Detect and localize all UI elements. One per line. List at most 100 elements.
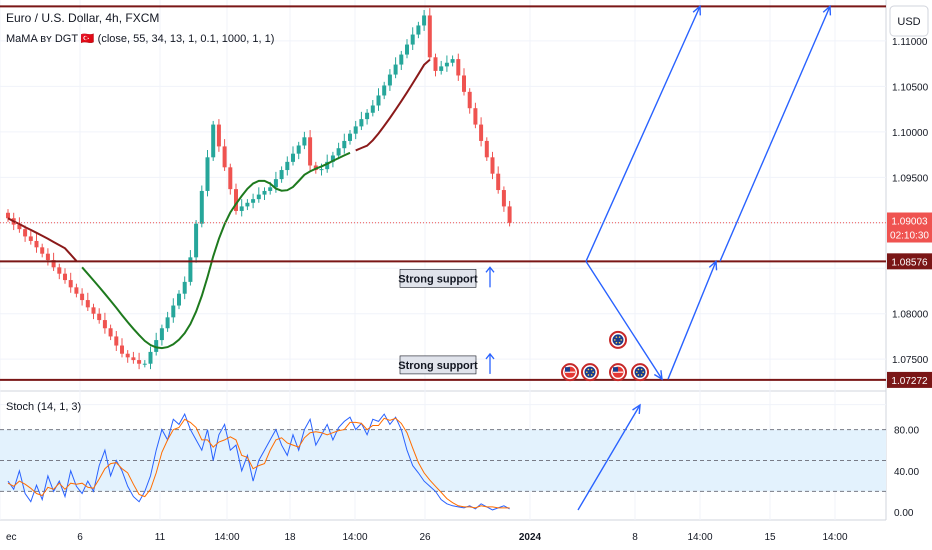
eu-flag-fill [634, 366, 646, 378]
candle-body [462, 75, 466, 92]
ma-line-green [81, 151, 351, 350]
time-tick-label: 14:00 [687, 532, 712, 543]
candle-body [365, 112, 370, 120]
candle-body [382, 85, 387, 96]
price-axis-ticks: 1.11000 1.10500 1.10000 1.09500 1.08000 1.075… [892, 37, 929, 366]
candle-body [74, 287, 79, 294]
forecast-arrow-down-head [653, 370, 663, 381]
candle-body [182, 281, 187, 294]
candle-body [108, 328, 113, 337]
level-label-box [399, 355, 477, 375]
candle-body [216, 124, 221, 147]
stoch-tick-label: 0.00 [894, 508, 914, 519]
candle-body [473, 108, 478, 125]
eu-flag-star [636, 371, 638, 373]
time-tick-label: 6 [77, 532, 83, 543]
candle-body [342, 140, 347, 149]
candle-body [359, 119, 364, 127]
ma-line-red [7, 217, 78, 262]
candle-body [251, 199, 256, 203]
candle-body [353, 126, 358, 134]
candle-body [370, 105, 375, 113]
candle-body [222, 146, 227, 168]
candle-body [490, 157, 495, 174]
price-tick-label: 1.10000 [892, 128, 929, 139]
candle-body [422, 15, 427, 26]
eu-flag-star [590, 368, 593, 371]
candle-body [120, 345, 124, 354]
candle-body [291, 153, 295, 162]
candle-body [279, 170, 284, 180]
candle-body [63, 273, 67, 281]
candle-body [296, 145, 301, 154]
candle-body [479, 124, 484, 141]
candle-body [273, 179, 278, 188]
economic-events [561, 330, 649, 382]
forecast-arrow-up-3 [719, 6, 831, 262]
forecast-arrow-down [585, 260, 663, 380]
candle-body [148, 351, 153, 364]
stoch-tick-label: 80.00 [894, 426, 919, 437]
eu-flag-star [614, 339, 616, 341]
eu-flag-star [587, 374, 590, 376]
candle-body [427, 15, 432, 58]
candle-body [80, 293, 85, 301]
ma-line-red [355, 59, 431, 152]
eu-flag-star [640, 368, 643, 371]
price-tag-label: 1.09003 [891, 217, 928, 228]
candle-body [159, 328, 164, 341]
eu-flag-icon [631, 363, 649, 382]
candle-body [97, 313, 102, 321]
level-arrow-head [485, 352, 495, 360]
candle-body [268, 187, 273, 191]
candle-body [245, 202, 250, 207]
candle-body [433, 57, 438, 71]
price-tag-label: 02:10:30 [890, 231, 929, 242]
eu-flag-star [615, 341, 618, 344]
stoch-axis-ticks: 0.00 40.00 80.00 [894, 426, 919, 519]
time-tick-label: 15 [764, 532, 776, 543]
price-tag-box [887, 371, 932, 388]
time-tick-label: 18 [284, 532, 296, 543]
price-tags: 1.09003 02:10:30 1.08576 1.07272 [887, 212, 932, 388]
currency-button[interactable] [889, 5, 929, 37]
price-tag-box [887, 212, 932, 229]
candle-body [256, 194, 261, 200]
moving-average [0, 59, 886, 350]
candle-body [507, 206, 512, 223]
candle-body [211, 124, 216, 158]
candle-body [171, 305, 176, 318]
eu-flag-star [620, 339, 622, 341]
us-flag-canton [565, 367, 570, 372]
candle-body [34, 240, 39, 248]
time-axis-ticks: ec 6 11 14:00 18 14:00 26 2024 8 14:00 15 14:00 [6, 532, 848, 543]
eu-flag-star [640, 374, 643, 376]
price-tag-label: 1.08576 [891, 257, 928, 268]
time-tick-label: 8 [632, 532, 638, 543]
eu-flag-star [637, 368, 640, 371]
eu-flag-star [586, 371, 588, 373]
stoch-label: Stoch (14, 1, 3) [6, 401, 81, 413]
level-label: Strong support [398, 360, 478, 372]
candle-body [102, 320, 107, 329]
candle-body [114, 336, 119, 346]
eu-flag-star [587, 368, 590, 371]
candle-body [376, 95, 381, 106]
candle-body [40, 247, 45, 254]
candle-body [45, 253, 50, 261]
level-label-box [399, 269, 477, 288]
candle-body [125, 353, 130, 358]
chart-title: Euro / U.S. Dollar, 4h, FXCM [6, 11, 159, 25]
candle-body [194, 223, 199, 258]
price-tag-label: 1.07272 [891, 376, 928, 387]
price-tag-box [887, 253, 932, 270]
candle-body [444, 62, 449, 67]
price-tick-label: 1.09500 [892, 173, 929, 184]
candle-body [239, 206, 244, 211]
candle-body [285, 161, 290, 171]
candle-body [387, 74, 392, 86]
candle-body [28, 236, 33, 241]
candles [6, 8, 512, 370]
candle-body [262, 190, 267, 195]
